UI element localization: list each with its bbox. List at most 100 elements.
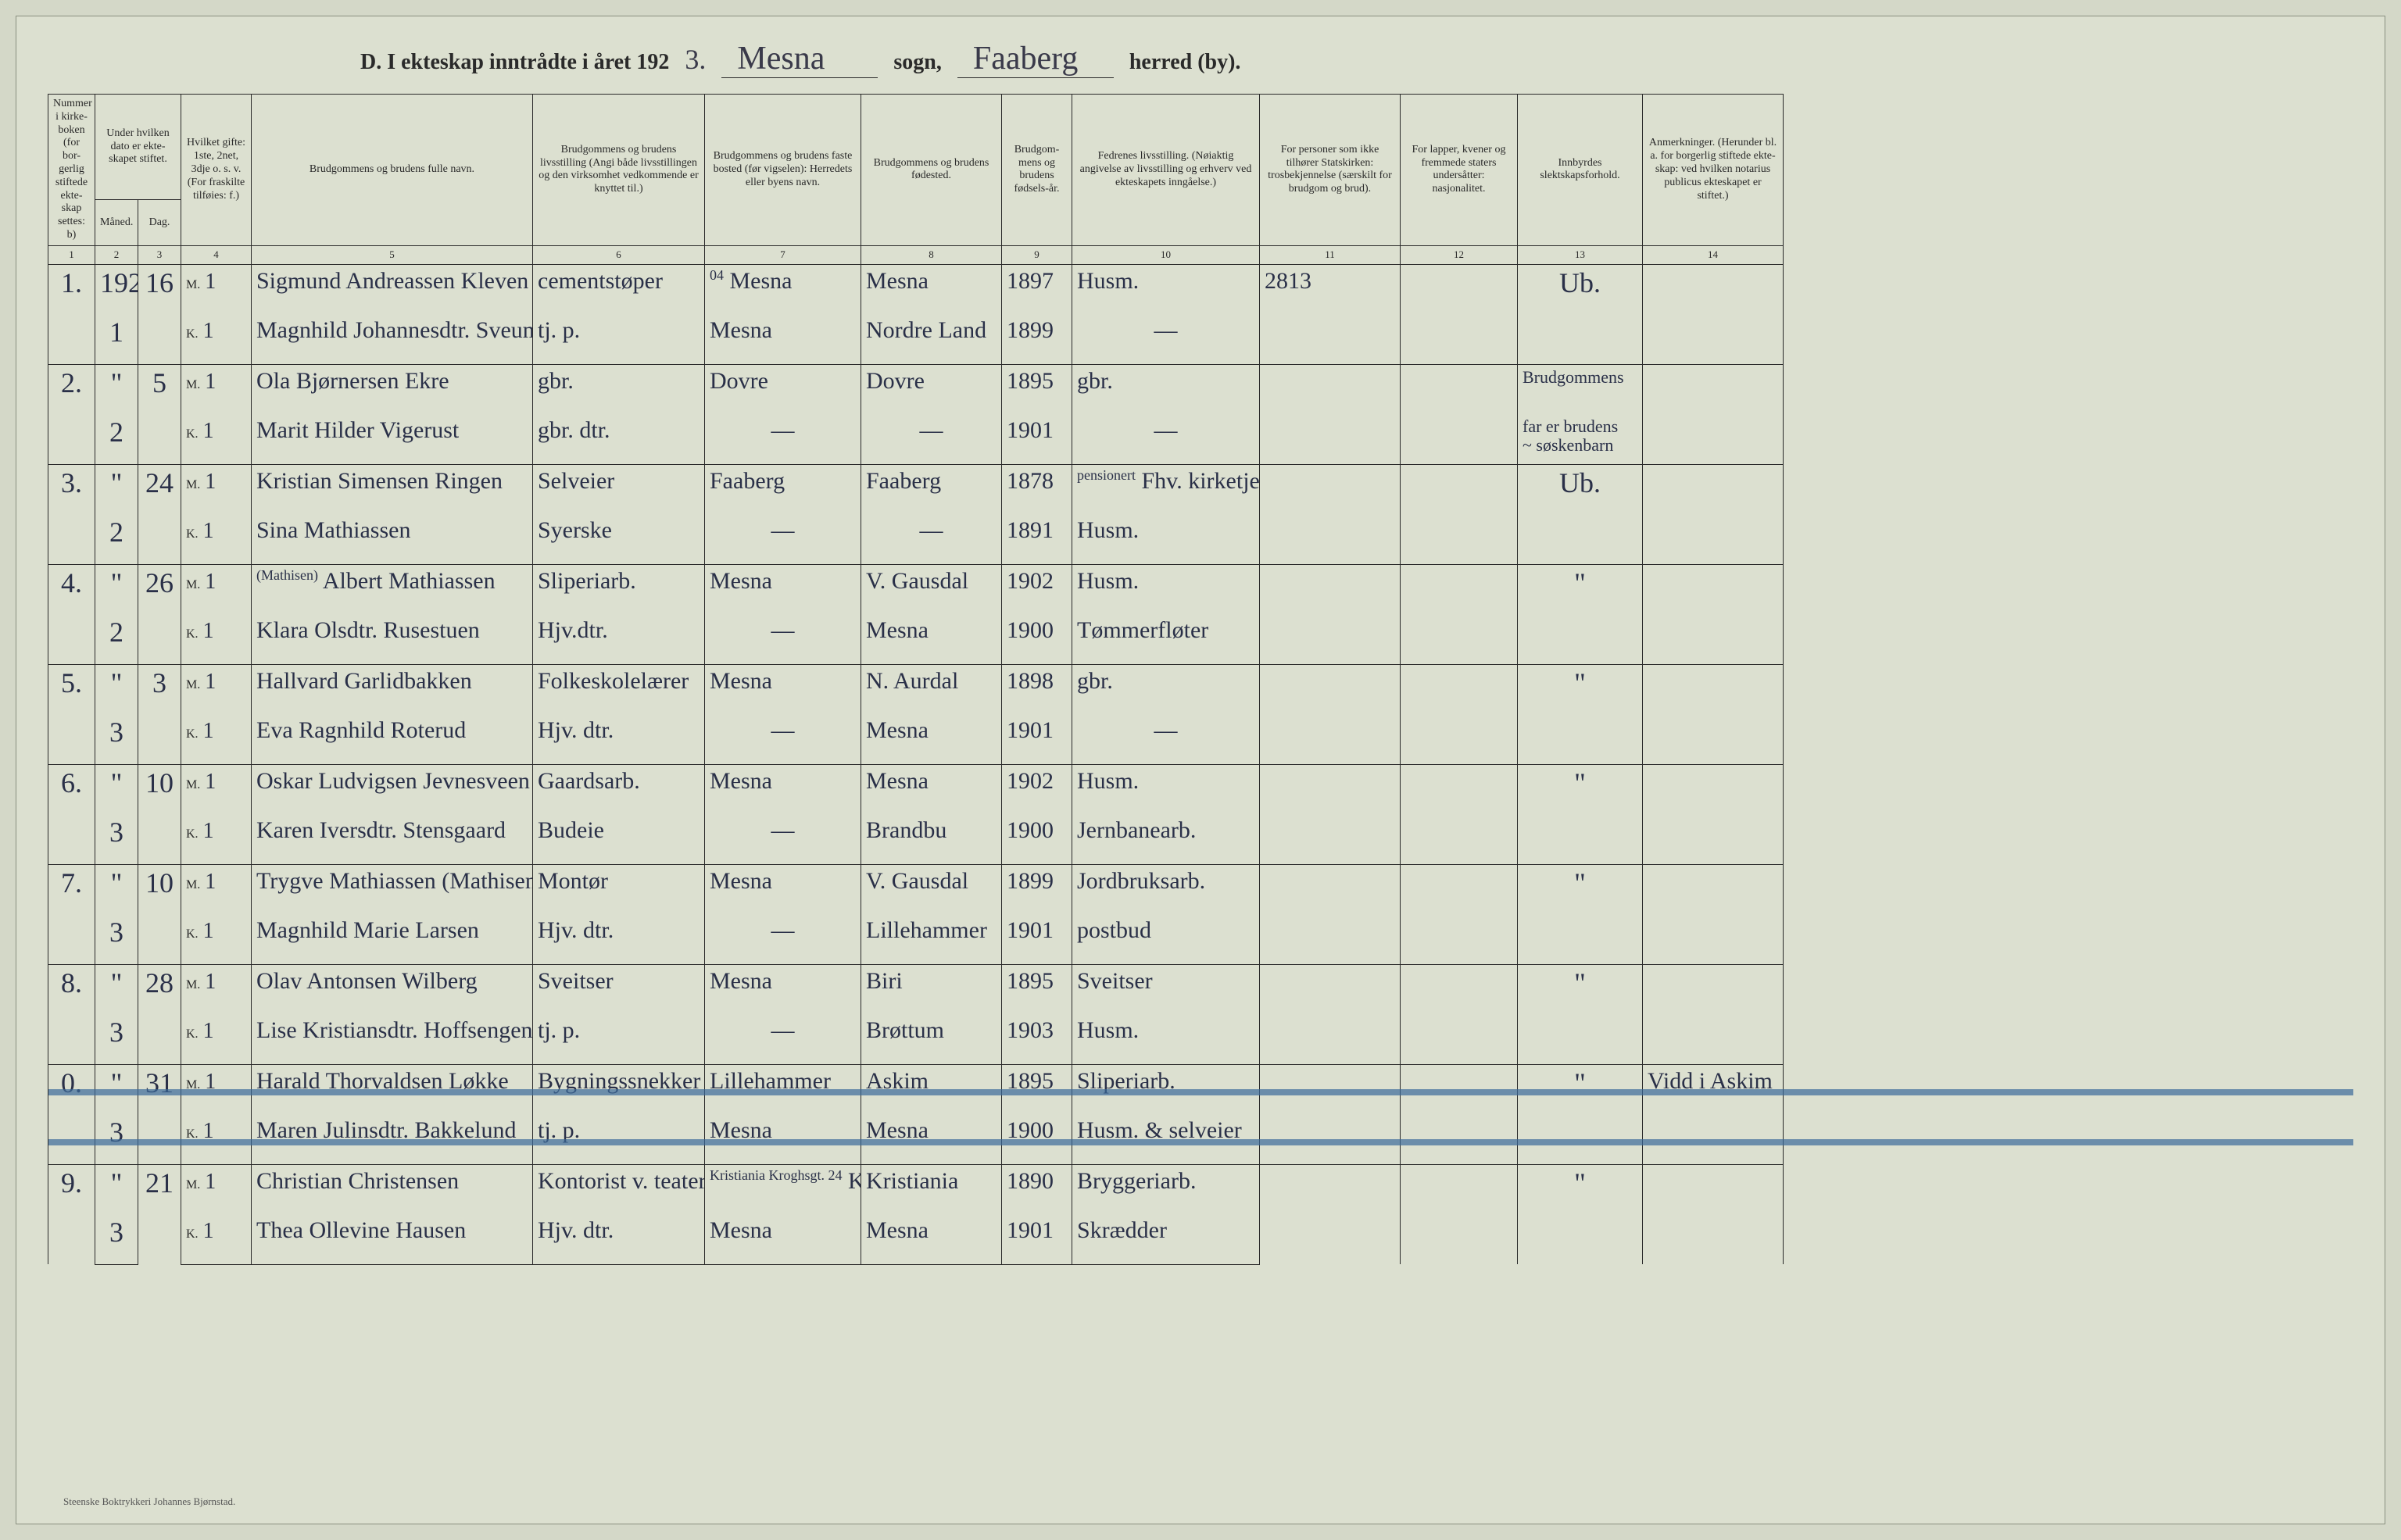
remarks bbox=[1643, 664, 1784, 764]
remarks bbox=[1643, 764, 1784, 864]
gifte-bride: K.1 bbox=[181, 914, 252, 964]
colnum: 11 bbox=[1260, 245, 1401, 264]
bride-name: Maren Julinsdtr. Bakkelund bbox=[252, 1114, 533, 1164]
entry-number: 5. bbox=[48, 664, 95, 764]
bride-birthplace: Mesna bbox=[861, 714, 1002, 764]
colnum: 1 bbox=[48, 245, 95, 264]
entry-row-bride: 3K.1Lise Kristiansdtr. Hoffsengentj. p.—… bbox=[48, 1014, 2353, 1064]
bride-father-occ: Husm. bbox=[1072, 1014, 1260, 1064]
gifte-groom: M.1 bbox=[181, 464, 252, 514]
confession bbox=[1260, 964, 1401, 1064]
kinship-g: Brudgommens bbox=[1518, 364, 1643, 414]
bride-name: Magnhild Marie Larsen bbox=[252, 914, 533, 964]
bride-name: Marit Hilder Vigerust bbox=[252, 414, 533, 464]
nationality bbox=[1401, 564, 1518, 664]
month-ditto: " bbox=[95, 864, 138, 914]
groom-birthyear: 1902 bbox=[1002, 764, 1072, 814]
bride-occupation: Syerske bbox=[533, 514, 705, 564]
nationality bbox=[1401, 964, 1518, 1064]
groom-father-occ: pensionert Fhv. kirketjener bbox=[1072, 464, 1260, 514]
groom-occupation: Sliperiarb. bbox=[533, 564, 705, 614]
entry-number: 0. bbox=[48, 1064, 95, 1164]
month-value: 3 bbox=[95, 914, 138, 964]
groom-birthyear: 1890 bbox=[1002, 1164, 1072, 1214]
bride-residence: — bbox=[705, 814, 861, 864]
bride-father-occ: Husm. & selveier bbox=[1072, 1114, 1260, 1164]
groom-father-occ: Sliperiarb. bbox=[1072, 1064, 1260, 1114]
bride-birthplace: Mesna bbox=[861, 614, 1002, 664]
groom-occupation: Bygningssnekker bbox=[533, 1064, 705, 1114]
confession bbox=[1260, 1064, 1401, 1164]
entry-row-groom: 4."26M.1(Mathisen) Albert MathiassenSlip… bbox=[48, 564, 2353, 614]
entry-row-groom: 8."28M.1Olav Antonsen WilbergSveitserMes… bbox=[48, 964, 2353, 1014]
colnum: 14 bbox=[1643, 245, 1784, 264]
groom-birthyear: 1898 bbox=[1002, 664, 1072, 714]
kinship: Ub. bbox=[1518, 464, 1643, 564]
groom-father-occ: Jordbruksarb. bbox=[1072, 864, 1260, 914]
month-ditto: " bbox=[95, 764, 138, 814]
day-value: 3 bbox=[138, 664, 181, 764]
groom-birthplace: V. Gausdal bbox=[861, 864, 1002, 914]
colnum: 6 bbox=[533, 245, 705, 264]
col-header-14: Anmerkninger. (Herunder bl. a. for borge… bbox=[1643, 95, 1784, 246]
bride-occupation: Hjv. dtr. bbox=[533, 1214, 705, 1264]
gifte-groom: M.1 bbox=[181, 764, 252, 814]
gifte-groom: M.1 bbox=[181, 1064, 252, 1114]
sogn-value: Mesna bbox=[721, 40, 878, 78]
bride-father-occ: Husm. bbox=[1072, 514, 1260, 564]
nationality bbox=[1401, 1064, 1518, 1164]
table-header: Nummer i kirke-boken (for bor-gerlig sti… bbox=[48, 95, 2353, 265]
title-prefix: D. I ekteskap inntrådte i året 192 bbox=[360, 50, 669, 75]
gifte-bride: K.1 bbox=[181, 814, 252, 864]
groom-father-occ: gbr. bbox=[1072, 364, 1260, 414]
groom-occupation: Folkeskolelærer bbox=[533, 664, 705, 714]
bride-occupation: Hjv. dtr. bbox=[533, 914, 705, 964]
bride-occupation: tj. p. bbox=[533, 1014, 705, 1064]
groom-residence: 04 Mesna bbox=[705, 264, 861, 314]
nationality bbox=[1401, 264, 1518, 364]
col-header-1: Nummer i kirke-boken (for bor-gerlig sti… bbox=[48, 95, 95, 246]
groom-father-occ: Husm. bbox=[1072, 264, 1260, 314]
bride-father-occ: Jernbanearb. bbox=[1072, 814, 1260, 864]
bride-residence: Mesna bbox=[705, 314, 861, 364]
col-header-11: For personer som ikke tilhører Statskirk… bbox=[1260, 95, 1401, 246]
bride-birthyear: 1900 bbox=[1002, 614, 1072, 664]
bride-residence: — bbox=[705, 914, 861, 964]
month-ditto: 1923 bbox=[95, 264, 138, 314]
bride-birthplace: Mesna bbox=[861, 1114, 1002, 1164]
gifte-bride: K.1 bbox=[181, 514, 252, 564]
col-header-2: Måned. bbox=[95, 200, 138, 246]
remarks bbox=[1643, 364, 1784, 464]
kinship: " bbox=[1518, 564, 1643, 664]
entry-row-groom: 6."10M.1Oskar Ludvigsen JevnesveenGaards… bbox=[48, 764, 2353, 814]
entry-row-bride: 1K.1Magnhild Johannesdtr. Sveumtj. p.Mes… bbox=[48, 314, 2353, 364]
bride-father-occ: Tømmerfløter bbox=[1072, 614, 1260, 664]
gifte-groom: M.1 bbox=[181, 1164, 252, 1214]
groom-occupation: gbr. bbox=[533, 364, 705, 414]
printer-footer: Steenske Boktrykkeri Johannes Bjørnstad. bbox=[63, 1495, 235, 1508]
bride-name: Karen Iversdtr. Stensgaard bbox=[252, 814, 533, 864]
bride-birthplace: — bbox=[861, 414, 1002, 464]
groom-birthplace: Mesna bbox=[861, 764, 1002, 814]
col-header-7: Brudgommens og brudens faste bosted (før… bbox=[705, 95, 861, 246]
nationality bbox=[1401, 864, 1518, 964]
bride-occupation: tj. p. bbox=[533, 1114, 705, 1164]
remarks bbox=[1643, 464, 1784, 564]
bride-occupation: Hjv.dtr. bbox=[533, 614, 705, 664]
month-value: 2 bbox=[95, 414, 138, 464]
groom-name: Olav Antonsen Wilberg bbox=[252, 964, 533, 1014]
gifte-groom: M.1 bbox=[181, 564, 252, 614]
colnum: 2 bbox=[95, 245, 138, 264]
sogn-label: sogn, bbox=[893, 50, 941, 75]
groom-birthplace: Mesna bbox=[861, 264, 1002, 314]
kinship: " bbox=[1518, 764, 1643, 864]
entry-number: 8. bbox=[48, 964, 95, 1064]
kinship: " bbox=[1518, 964, 1643, 1064]
bride-birthplace: Mesna bbox=[861, 1214, 1002, 1264]
groom-name: (Mathisen) Albert Mathiassen bbox=[252, 564, 533, 614]
bride-birthyear: 1891 bbox=[1002, 514, 1072, 564]
entry-row-groom: 9."21M.1Christian ChristensenKontorist v… bbox=[48, 1164, 2353, 1214]
entry-row-groom: 2."5M.1Ola Bjørnersen Ekregbr.DovreDovre… bbox=[48, 364, 2353, 414]
groom-occupation: Sveitser bbox=[533, 964, 705, 1014]
entry-row-bride: 3K.1Karen Iversdtr. StensgaardBudeie—Bra… bbox=[48, 814, 2353, 864]
